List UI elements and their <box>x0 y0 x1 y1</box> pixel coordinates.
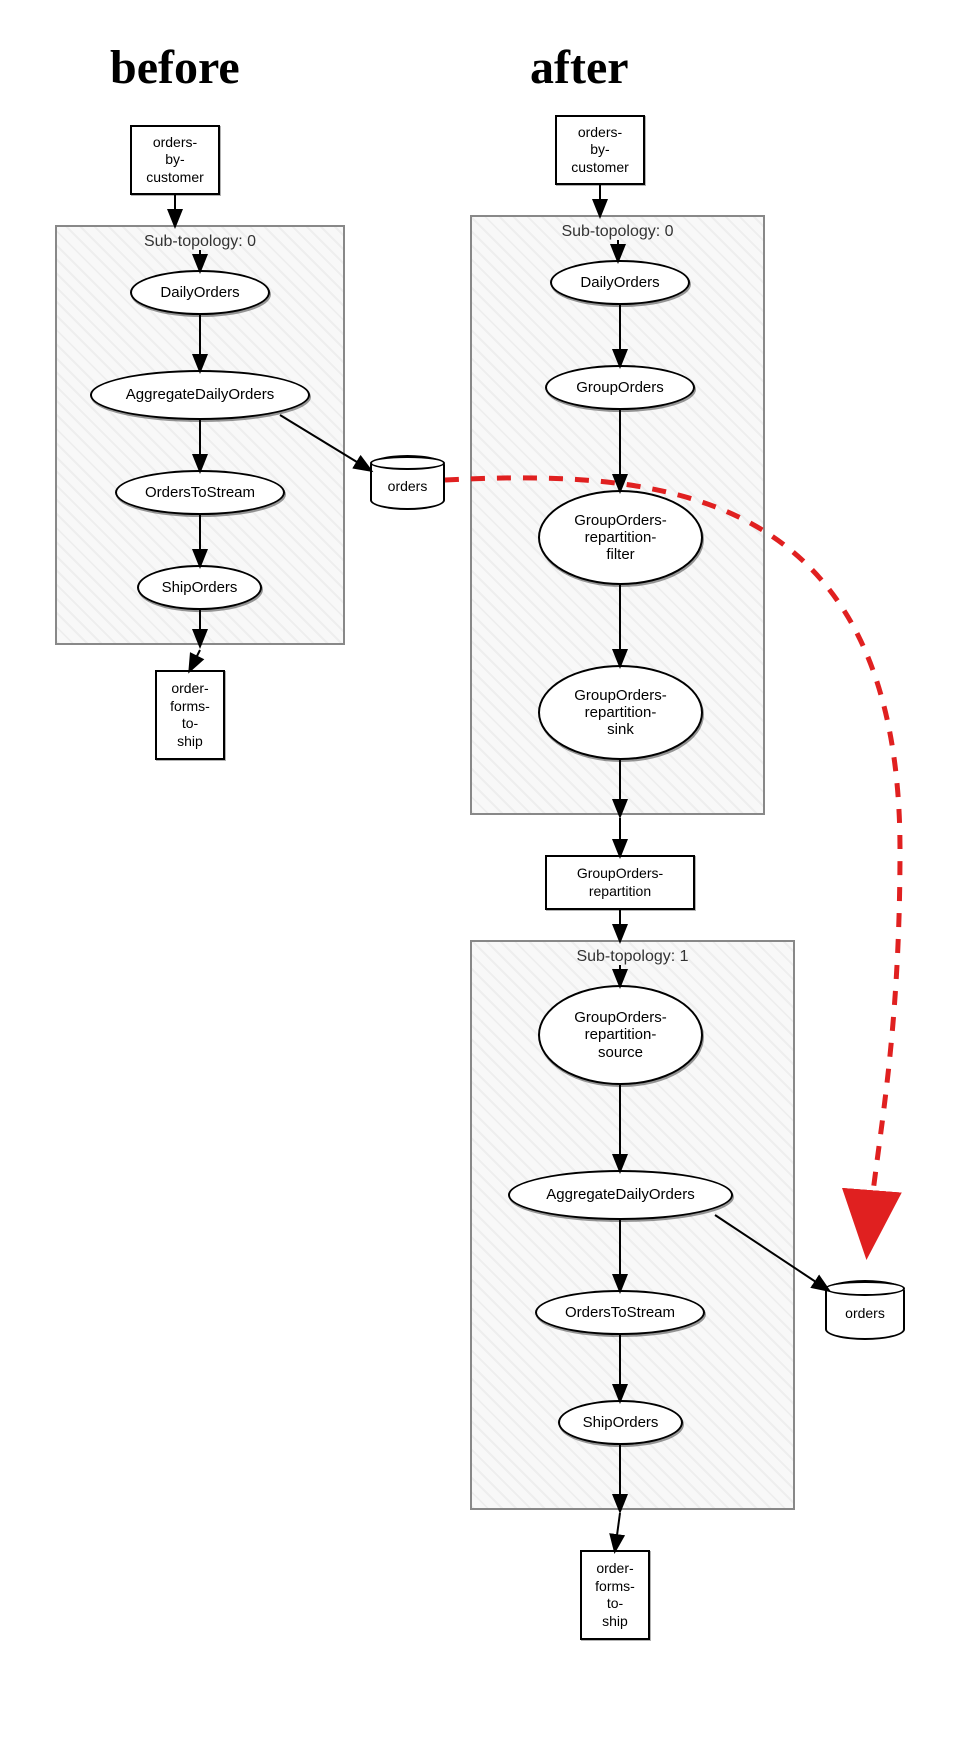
after-group-orders-repartition-filter: GroupOrders-repartition-filter <box>538 490 703 585</box>
node-label: GroupOrders-repartition-filter <box>574 512 667 564</box>
after-daily-orders: DailyOrders <box>550 260 690 305</box>
node-label: order-forms-to-ship <box>170 680 210 750</box>
subtopology-label: Sub-topology: 1 <box>576 948 688 966</box>
after-source-topic: orders-by-customer <box>555 115 645 185</box>
title-after: after <box>530 40 629 95</box>
node-label: ShipOrders <box>162 579 238 596</box>
node-label: OrdersToStream <box>565 1304 675 1321</box>
after-group-orders: GroupOrders <box>545 365 695 410</box>
node-label: DailyOrders <box>160 284 239 301</box>
node-label: GroupOrders-repartition-source <box>574 1009 667 1061</box>
node-label: ShipOrders <box>583 1414 659 1431</box>
before-orders-store: orders <box>370 455 445 510</box>
node-label: GroupOrders-repartition-sink <box>574 687 667 739</box>
before-aggregate-daily-orders: AggregateDailyOrders <box>90 370 310 420</box>
after-orders-to-stream: OrdersToStream <box>535 1290 705 1335</box>
before-daily-orders: DailyOrders <box>130 270 270 315</box>
node-label: AggregateDailyOrders <box>546 1186 694 1203</box>
after-group-orders-repartition-sink: GroupOrders-repartition-sink <box>538 665 703 760</box>
node-label: GroupOrders <box>576 379 664 396</box>
node-label: orders-by-customer <box>571 124 629 177</box>
node-label: orders <box>845 1305 885 1321</box>
subtopology-label: Sub-topology: 0 <box>144 233 256 251</box>
after-group-orders-repartition-source: GroupOrders-repartition-source <box>538 985 703 1085</box>
node-label: orders-by-customer <box>146 134 204 187</box>
node-label: OrdersToStream <box>145 484 255 501</box>
node-label: order-forms-to-ship <box>595 1560 635 1630</box>
before-source-topic: orders-by-customer <box>130 125 220 195</box>
node-label: orders <box>388 478 428 494</box>
before-ship-orders: ShipOrders <box>137 565 262 610</box>
after-sink-topic: order-forms-to-ship <box>580 1550 650 1640</box>
node-label: DailyOrders <box>580 274 659 291</box>
title-before: before <box>110 40 240 95</box>
after-ship-orders: ShipOrders <box>558 1400 683 1445</box>
node-label: GroupOrders-repartition <box>577 865 663 900</box>
before-sink-topic: order-forms-to-ship <box>155 670 225 760</box>
after-aggregate-daily-orders: AggregateDailyOrders <box>508 1170 733 1220</box>
after-orders-store: orders <box>825 1280 905 1340</box>
after-repartition-topic: GroupOrders-repartition <box>545 855 695 910</box>
node-label: AggregateDailyOrders <box>126 386 274 403</box>
before-orders-to-stream: OrdersToStream <box>115 470 285 515</box>
subtopology-label: Sub-topology: 0 <box>561 223 673 241</box>
